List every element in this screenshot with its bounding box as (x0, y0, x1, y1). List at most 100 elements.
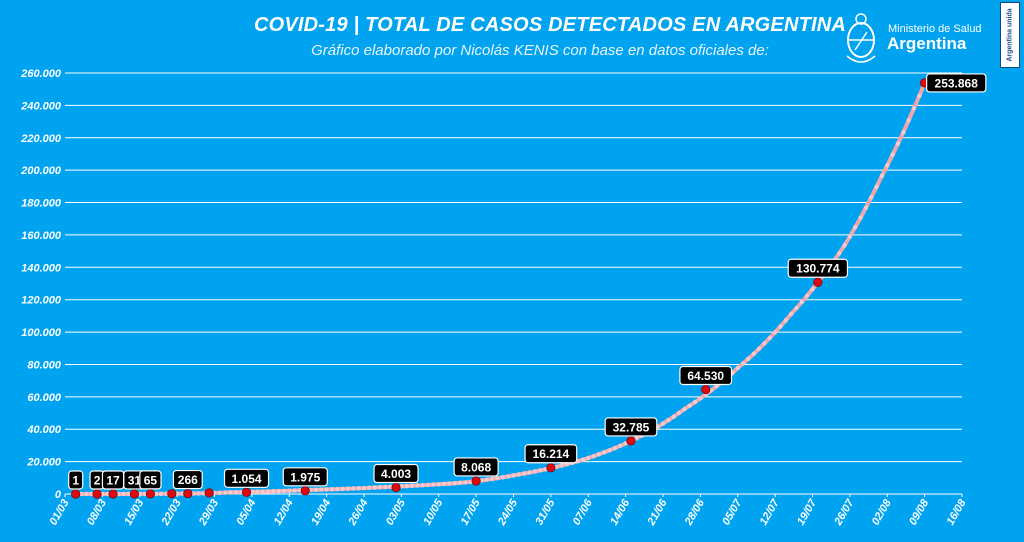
daily-point (869, 195, 874, 200)
daily-point (516, 472, 521, 477)
data-marker (471, 476, 481, 486)
data-marker (129, 489, 140, 499)
daily-point (260, 489, 265, 494)
daily-point (863, 205, 869, 210)
daily-point (847, 234, 853, 239)
y-tick-label: 160.000 (21, 230, 62, 242)
daily-point (879, 173, 885, 178)
x-tick-label: 21/06 (645, 497, 670, 528)
daily-point (901, 130, 906, 135)
daily-point (425, 482, 431, 488)
daily-point (740, 361, 746, 366)
daily-point (917, 93, 922, 99)
daily-point (586, 455, 591, 461)
daily-point (196, 491, 201, 496)
data-label-box (172, 469, 203, 490)
daily-point (329, 487, 335, 492)
x-tick-label: 19/04 (309, 498, 333, 528)
data-label: 130.774 (796, 262, 840, 276)
daily-point (612, 445, 618, 451)
daily-point (281, 488, 287, 494)
data-label-box (282, 467, 328, 487)
daily-point (687, 403, 692, 408)
data-label-box (679, 365, 733, 386)
daily-point (874, 184, 879, 189)
y-tick-label: 180.000 (21, 198, 62, 210)
daily-point (751, 351, 756, 356)
daily-point (853, 225, 858, 230)
daily-point (527, 470, 532, 475)
daily-point (607, 448, 612, 453)
daily-point (255, 489, 260, 494)
y-tick-label: 80.000 (27, 359, 62, 371)
daily-point (842, 243, 847, 248)
daily-point (361, 485, 367, 491)
daily-point (313, 487, 319, 492)
daily-point (377, 485, 383, 490)
x-tick-label: 05/04 (234, 498, 258, 528)
data-label: 266 (178, 473, 198, 487)
daily-point (676, 410, 682, 416)
daily-point (538, 468, 543, 473)
data-marker (71, 489, 81, 499)
coat-of-arms-icon (846, 13, 876, 63)
cases-line (73, 80, 927, 496)
daily-point (372, 485, 377, 490)
daily-point (671, 414, 676, 419)
daily-point (287, 488, 292, 493)
data-label: 64.530 (687, 369, 724, 383)
daily-point (799, 299, 804, 305)
data-marker (108, 489, 118, 499)
data-label: 16.214 (533, 447, 570, 461)
daily-point (767, 335, 772, 341)
daily-point (858, 215, 863, 220)
daily-point (409, 483, 415, 488)
daily-point (233, 490, 239, 495)
x-tick-label: 29/03 (196, 498, 221, 529)
daily-point (121, 491, 126, 497)
x-axis-ticks: 01/03 08/03 15/03 22/03 29/03 05/04 12/04 19/04… (47, 494, 969, 528)
daily-point (682, 406, 687, 412)
data-label: 4.003 (381, 467, 411, 481)
data-label-box (787, 258, 849, 278)
data-label: 17 (106, 473, 120, 487)
y-tick-label: 120.000 (21, 295, 62, 307)
y-tick-label: 60.000 (27, 392, 62, 404)
data-label: 1 (72, 473, 79, 487)
daily-point (457, 480, 463, 485)
data-label: 32.785 (613, 420, 650, 434)
x-tick-label: 22/03 (159, 498, 184, 529)
daily-point (436, 482, 441, 487)
daily-point (324, 487, 329, 492)
daily-point (484, 477, 489, 482)
y-tick-label: 140.000 (21, 262, 62, 274)
daily-point (778, 324, 783, 329)
daily-point (383, 484, 388, 490)
data-marker (183, 488, 193, 499)
daily-point (158, 491, 164, 496)
data-marker (92, 489, 102, 499)
daily-point (500, 475, 505, 480)
x-tick-label: 12/07 (758, 497, 783, 528)
daily-point (447, 481, 452, 486)
data-marker (626, 436, 636, 446)
daily-point (895, 141, 901, 146)
data-label: 31 (128, 473, 142, 487)
daily-point (762, 341, 767, 346)
badge-text: Argentina unida (1006, 8, 1014, 62)
x-tick-label: 09/08 (907, 497, 932, 528)
daily-point (511, 473, 516, 478)
y-tick-label: 220.000 (20, 133, 62, 145)
data-label-box (223, 468, 270, 488)
x-tick-label: 24/05 (495, 497, 520, 528)
daily-point (602, 450, 607, 455)
data-marker (241, 487, 252, 497)
x-tick-label: 03/05 (384, 497, 409, 528)
daily-point (495, 476, 500, 481)
daily-point (911, 106, 917, 111)
daily-point (335, 486, 340, 492)
x-tick-label: 08/03 (85, 498, 109, 528)
x-tick-label: 14/06 (608, 497, 633, 528)
y-tick-label: 40.000 (26, 424, 62, 436)
